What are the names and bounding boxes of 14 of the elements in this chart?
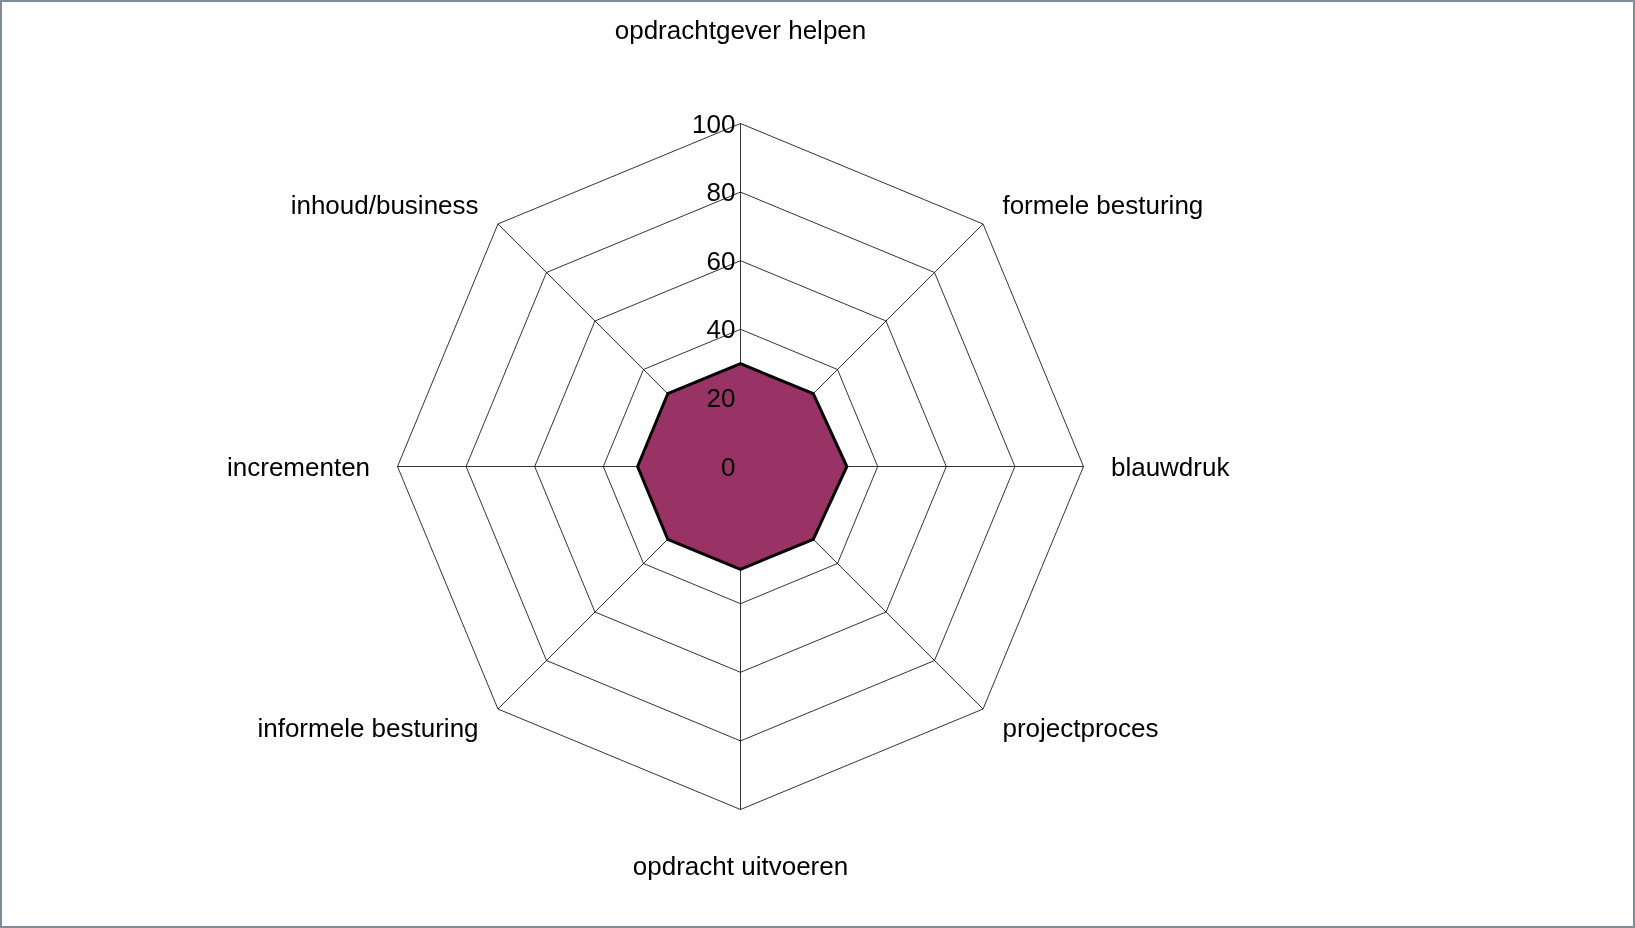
spoke-label: blauwdruk: [1110, 451, 1231, 482]
y-tick-label: 20: [706, 382, 736, 413]
y-tick-label: 60: [706, 245, 736, 276]
y-tick-label: 40: [706, 314, 736, 345]
y-tick-label: 80: [706, 177, 736, 208]
spoke-label: projectproces: [1002, 713, 1159, 744]
spoke-label: incrementen: [226, 451, 371, 482]
y-tick-label: 0: [720, 451, 736, 482]
y-tick-label: 100: [691, 108, 736, 139]
spoke-label: opdrachtgever helpen: [614, 14, 867, 45]
spoke-label: opdracht uitvoeren: [632, 850, 849, 881]
spoke-label: inhoud/business: [290, 189, 479, 220]
spoke-label: informele besturing: [257, 713, 479, 744]
spoke-label: formele besturing: [1002, 189, 1204, 220]
